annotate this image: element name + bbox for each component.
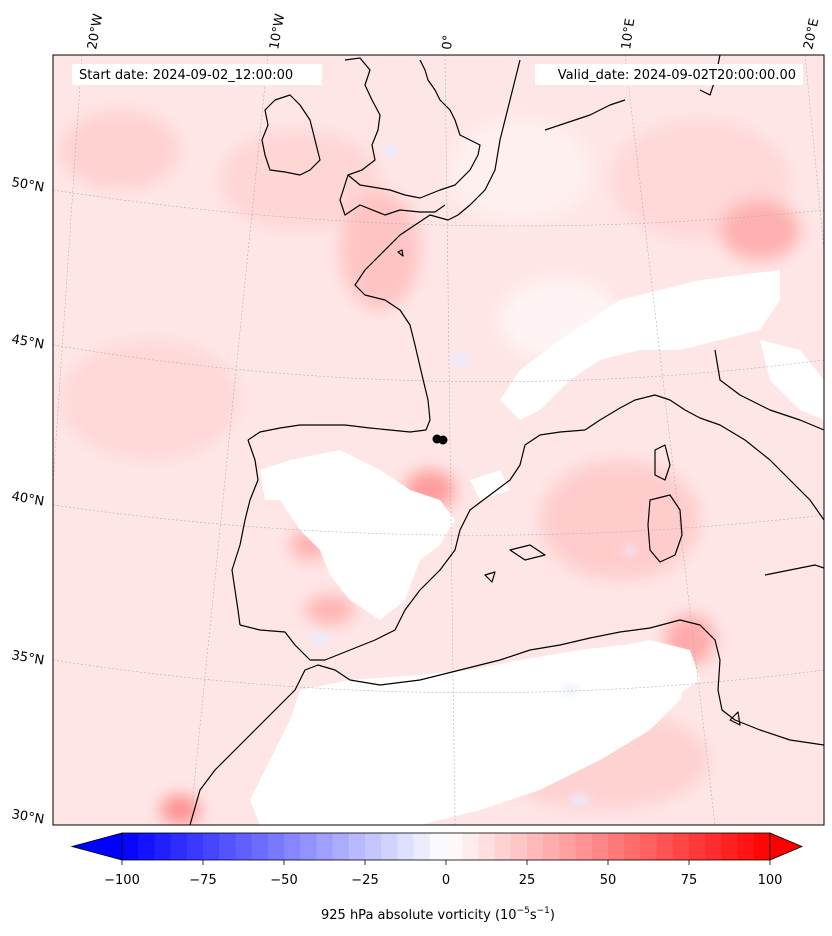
colorbar-segment <box>462 833 479 860</box>
colorbar-segment <box>753 833 771 860</box>
colorbar-segment <box>413 833 431 860</box>
lat-label-35n: 35°N <box>10 648 45 668</box>
latitude-labels: 50°N 45°N 40°N 35°N 30°N <box>10 175 45 827</box>
colorbar-segment <box>446 833 463 860</box>
negative-vorticity-spots <box>308 145 636 805</box>
longitude-labels: 20°W 10°W 0° 10°E 20°E <box>85 13 822 51</box>
colorbar-segment <box>527 833 544 860</box>
colorbar-segment <box>591 833 609 860</box>
colorbar-segment <box>672 833 690 860</box>
header-right-box <box>535 64 803 85</box>
colorbar-tick-label: 0 <box>442 873 450 888</box>
lon-label-20e: 20°E <box>801 17 822 51</box>
colorbar-segment <box>284 833 301 860</box>
colorbar-segment <box>624 833 641 860</box>
colorbar-segments <box>122 833 771 860</box>
colorbar-segment <box>300 833 317 860</box>
colorbar-segment <box>154 833 172 860</box>
colorbar-tick-label: −50 <box>270 873 297 888</box>
colorbar-segment <box>721 833 739 860</box>
colorbar-segment <box>267 833 285 860</box>
colorbar-segment <box>203 833 220 860</box>
colorbar-segment <box>332 833 350 860</box>
lon-label-10w: 10°W <box>267 13 288 51</box>
colorbar-segment <box>381 833 398 860</box>
colorbar-segment <box>429 833 447 860</box>
coastlines <box>189 55 824 825</box>
colorbar-tick-label: −25 <box>351 873 378 888</box>
colorbar-tick-label: 100 <box>758 873 783 888</box>
colorbar-segment <box>608 833 625 860</box>
colorbar-segment <box>640 833 658 860</box>
colorbar-segment <box>348 833 366 860</box>
colorbar-segment <box>138 833 155 860</box>
colorbar-tick-label: 50 <box>600 873 617 888</box>
storm-center-dot <box>432 434 448 445</box>
graticule <box>53 55 824 825</box>
colorbar-segment <box>186 833 204 860</box>
colorbar-right-arrow <box>769 832 804 861</box>
colorbar-segment <box>510 833 528 860</box>
colorbar-tick-label: 25 <box>519 873 536 888</box>
colorbar-segment <box>494 833 512 860</box>
colorbar-tick-label: −100 <box>104 873 140 888</box>
colorbar-segment <box>235 833 253 860</box>
colorbar-segment <box>559 833 577 860</box>
colorbar-left-arrow <box>70 832 123 861</box>
colorbar-segment <box>219 833 236 860</box>
colorbar-segment <box>705 833 722 860</box>
colorbar-tick-label: 75 <box>681 873 698 888</box>
header-left-box <box>72 64 322 85</box>
colorbar-segment <box>251 833 269 860</box>
header-left-text: Start date: 2024-09-02_12:00:00 <box>79 68 293 83</box>
colorbar-ticks: −100 −75 −50 −25 0 25 50 75 100 <box>104 860 782 888</box>
colorbar-segment <box>575 833 593 860</box>
colorbar-segment <box>122 833 139 860</box>
map-panel <box>53 55 824 825</box>
lon-label-0: 0° <box>440 34 456 50</box>
map-frame <box>52 54 825 826</box>
colorbar-label: 925 hPa absolute vorticity (10−5s−1) <box>321 906 555 923</box>
lon-label-10e: 10°E <box>619 18 638 51</box>
lat-label-50n: 50°N <box>10 175 45 195</box>
lat-label-40n: 40°N <box>10 489 45 509</box>
colorbar-segment <box>316 833 334 860</box>
colorbar-segment <box>365 833 382 860</box>
colorbar-segment <box>397 833 415 860</box>
colorbar-segment <box>543 833 560 860</box>
colorbar-segment <box>478 833 496 860</box>
lat-label-30n: 30°N <box>10 807 45 827</box>
lat-label-45n: 45°N <box>10 332 45 352</box>
masked-terrain <box>250 270 824 825</box>
lon-label-20w: 20°W <box>85 13 106 51</box>
colorbar: −100 −75 −50 −25 0 25 50 75 100 925 hPa absolute… <box>70 832 804 923</box>
colorbar-segment <box>737 833 755 860</box>
colorbar-tick-label: −75 <box>189 873 216 888</box>
colorbar-segment <box>170 833 188 860</box>
colorbar-segment <box>656 833 674 860</box>
colorbar-segment <box>689 833 706 860</box>
header-right-text: Valid_date: 2024-09-02T20:00:00.00 <box>558 68 796 83</box>
